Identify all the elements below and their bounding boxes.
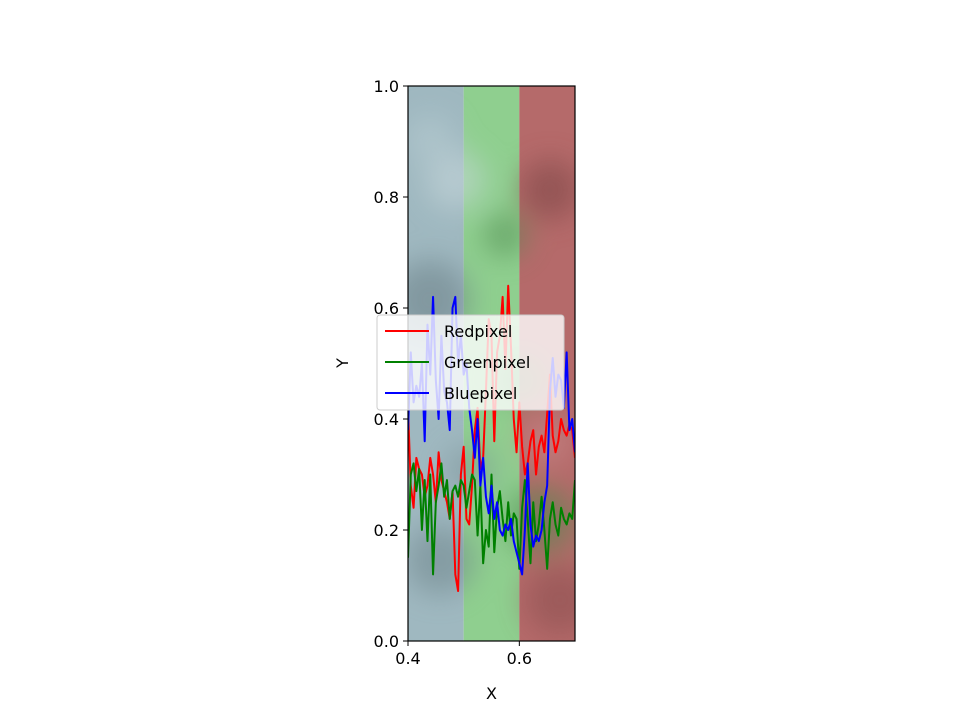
- x-tick-label: 0.4: [395, 649, 420, 668]
- y-tick-label: 0.2: [374, 521, 399, 540]
- texture-blob-4: [483, 213, 527, 257]
- legend-box: [376, 314, 565, 411]
- legend-label-redpixel: Redpixel: [444, 322, 512, 341]
- legend-label-bluepixel: Bluepixel: [444, 384, 517, 403]
- legend-label-greenpixel: Greenpixel: [444, 353, 530, 372]
- texture-blob-1: [425, 150, 485, 210]
- y-axis-label: Y: [333, 358, 352, 369]
- legend: Redpixel Greenpixel Bluepixel: [376, 314, 565, 411]
- y-tick-label: 0.6: [374, 299, 399, 318]
- x-axis-ticks: 0.4 0.6: [395, 641, 532, 668]
- series-line-greenpixel: [408, 462, 575, 576]
- texture-blob-2: [408, 525, 475, 595]
- y-tick-label: 0.0: [374, 632, 399, 651]
- y-tick-label: 0.4: [374, 410, 399, 429]
- texture-blob-10: [408, 115, 455, 165]
- x-tick-label: 0.6: [507, 649, 532, 668]
- x-axis-label: X: [486, 684, 497, 703]
- y-axis-ticks: 0.0 0.2 0.4 0.6 0.8 1.0: [374, 77, 408, 651]
- texture-blob-7: [520, 160, 575, 220]
- y-tick-label: 1.0: [374, 77, 399, 96]
- texture-blob-8: [525, 565, 575, 635]
- y-tick-label: 0.8: [374, 188, 399, 207]
